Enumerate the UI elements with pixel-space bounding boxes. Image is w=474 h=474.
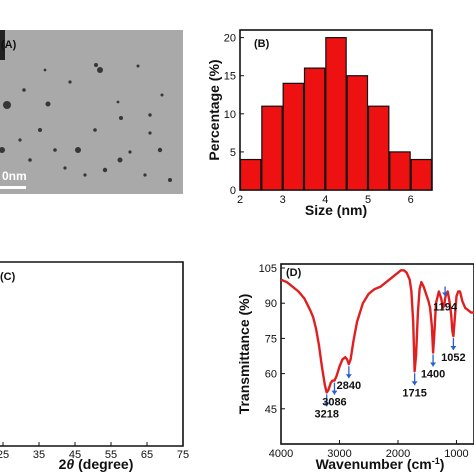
peak-arrow-head — [411, 381, 418, 386]
histogram-bar — [303, 67, 326, 191]
y-tick-label: 5 — [230, 147, 236, 159]
ftir-series-line — [280, 269, 474, 394]
nanoparticle — [45, 101, 51, 107]
nanoparticle — [94, 63, 98, 67]
peak-arrow-head — [430, 362, 437, 367]
y-tick-label: 10 — [224, 109, 236, 121]
nanoparticle — [119, 116, 123, 120]
x-tick-label: 45 — [69, 449, 81, 461]
histogram-bar — [389, 151, 411, 191]
y-tick-label: 15 — [224, 71, 236, 83]
nanoparticle — [43, 68, 47, 72]
histogram-bar — [346, 75, 369, 191]
x-tick-label: 55 — [105, 449, 117, 461]
y-tick-label: 45 — [265, 404, 277, 416]
nanoparticles — [0, 30, 172, 182]
x-tick-label: 4 — [322, 194, 328, 206]
histogram-bar — [239, 158, 262, 191]
panel-d-label: (D) — [286, 267, 302, 279]
ftir-y-label: Transmittance (%) — [236, 294, 252, 415]
histogram-bar — [282, 82, 305, 191]
peak-label: 1052 — [441, 352, 465, 364]
x-tick-label: 75 — [177, 449, 189, 461]
histogram-bar — [261, 105, 283, 191]
peak-label: 1715 — [402, 387, 426, 399]
peak-label: 1194 — [433, 302, 458, 314]
peak-label: 1400 — [421, 368, 445, 380]
nanoparticle — [128, 150, 132, 154]
histogram-bar — [367, 105, 390, 191]
nanoparticle — [160, 93, 164, 97]
nanoparticle — [148, 113, 152, 117]
nanoparticle — [75, 147, 81, 153]
peak-arrow-head — [323, 402, 330, 407]
panel-a-label: (A) — [1, 39, 17, 51]
peak-arrow-head — [345, 374, 352, 379]
nanoparticle — [117, 157, 123, 163]
panel-c-label: (C) — [0, 271, 16, 283]
nanoparticle — [143, 173, 147, 177]
x-tick-label: 1000 — [444, 448, 468, 460]
histogram-y-label: Percentage (%) — [206, 59, 222, 160]
panel-b-label: (B) — [254, 38, 270, 50]
nanoparticle — [68, 80, 72, 84]
histogram-x-label: Size (nm) — [305, 202, 367, 218]
x-tick-label: 3000 — [327, 448, 351, 460]
y-tick-label: 60 — [265, 369, 277, 381]
peak-label: 3086 — [322, 397, 346, 409]
ftir-frame — [280, 263, 474, 445]
xrd-panel: 25 35 45 55 65 75 (C) 2θ (degree) — [0, 262, 189, 472]
y-tick-label: 20 — [224, 33, 236, 45]
x-tick-label: 2000 — [386, 448, 410, 460]
xrd-frame — [0, 261, 184, 447]
nanoparticle — [83, 173, 87, 177]
xrd-x-label: 2θ (degree) — [59, 456, 134, 472]
nanoparticle — [157, 147, 163, 153]
x-tick-label: 3 — [280, 194, 286, 206]
nanoparticle — [53, 148, 57, 152]
nanoparticle — [168, 178, 172, 182]
image-edge-artifact — [0, 30, 5, 60]
y-tick-label: 75 — [265, 333, 277, 345]
y-tick-label: 105 — [259, 263, 277, 275]
tem-image — [0, 30, 183, 194]
histogram-bar — [325, 37, 347, 191]
nanoparticle — [148, 131, 152, 135]
nanoparticle — [28, 158, 32, 162]
histogram-bar — [410, 158, 433, 191]
peak-arrow-head — [442, 292, 449, 297]
y-tick-label: 0 — [230, 185, 236, 197]
y-tick-label: 90 — [265, 298, 277, 310]
nanoparticle — [63, 166, 67, 170]
x-tick-label: 65 — [141, 449, 153, 461]
nanoparticle — [136, 64, 140, 68]
nanoparticle — [18, 138, 22, 142]
nanoparticle — [22, 88, 26, 92]
scale-bar — [0, 186, 26, 189]
peak-arrow-head — [450, 346, 457, 351]
x-tick-label: 5 — [365, 194, 371, 206]
x-tick-label: 4000 — [269, 448, 293, 460]
ftir-x-label: Wavenumber (cm-1) — [316, 456, 445, 472]
nanoparticle — [38, 128, 42, 132]
x-tick-label: 6 — [408, 194, 414, 206]
nanoparticle — [93, 128, 97, 132]
nanoparticle — [0, 147, 5, 153]
nanoparticle — [102, 167, 108, 173]
x-tick-label: 25 — [0, 449, 9, 461]
peak-arrow-head — [331, 390, 338, 395]
tem-image-panel: (A) 0nm — [0, 30, 183, 194]
peak-label: 3218 — [314, 408, 338, 420]
peak-label: 2840 — [337, 380, 361, 392]
x-tick-label: 35 — [33, 449, 45, 461]
scale-bar-label: 0nm — [2, 169, 27, 183]
nanoparticle — [97, 67, 103, 73]
size-histogram-panel: 2 3 4 5 6 0 5 10 15 20 (B) Size (nm) Percentage (… — [206, 29, 433, 218]
nanoparticle — [3, 101, 11, 109]
x-tick-label: 2 — [237, 194, 243, 206]
nanoparticle — [116, 100, 120, 104]
